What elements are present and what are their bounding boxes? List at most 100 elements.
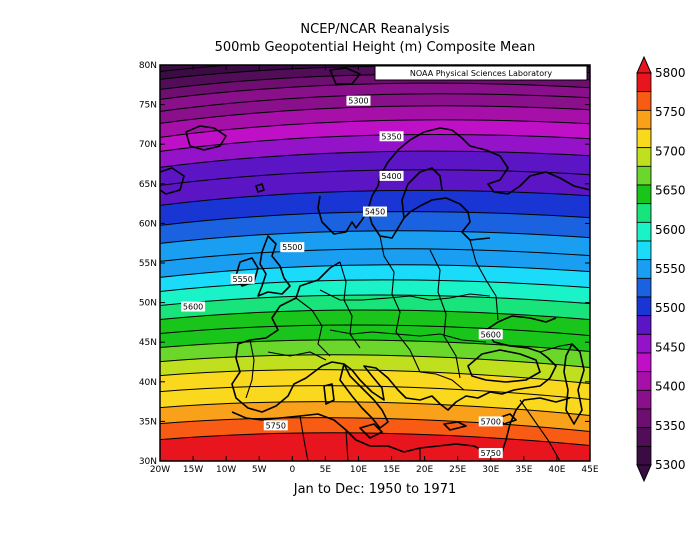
colorbar-label: 5500: [655, 301, 686, 315]
lat-tick-label: 35N: [139, 417, 157, 427]
lat-tick-label: 45N: [139, 338, 157, 348]
contour-label: 5550: [233, 275, 253, 284]
colorbar-label: 5750: [655, 105, 686, 119]
lon-tick-label: 10W: [216, 465, 236, 475]
lon-tick-label: 35E: [515, 465, 532, 475]
contour-band: [160, 248, 590, 278]
lat-tick-label: 75N: [139, 101, 157, 111]
contour-band: [160, 339, 590, 368]
contour-band: [160, 279, 590, 306]
lat-tick-label: 70N: [139, 140, 157, 150]
border-7: [469, 239, 499, 321]
colorbar-bottom-arrow: [636, 464, 652, 483]
contour-band: [160, 369, 590, 400]
contour-band: [160, 93, 590, 124]
contour-band: [160, 310, 590, 336]
contour-line: [160, 82, 590, 100]
coastline-levant: [499, 397, 571, 459]
contour-line: [160, 294, 590, 306]
lon-tick-label: 45E: [581, 465, 598, 475]
contour-line: [160, 354, 590, 369]
colorbar: 5800 5750 5700 5650 5600 5550 5500 5450 5400 5350…: [636, 55, 686, 483]
border-5: [329, 329, 487, 343]
colorbar-segment: [636, 203, 652, 223]
coastline-svalbard: [329, 67, 361, 85]
coastline-baltic: [367, 197, 491, 241]
contour-label-box: [478, 329, 503, 340]
contour-label-box: [478, 416, 503, 427]
colorbar-segment: [636, 296, 652, 317]
lon-tick-label: 15W: [183, 465, 203, 475]
border-4: [319, 289, 491, 301]
contour-line: [160, 248, 590, 262]
colorbar-segment: [636, 259, 652, 279]
coastline-gulf-bothnia: [401, 167, 443, 219]
colorbar-label: 5400: [655, 380, 686, 394]
contour-band: [160, 105, 590, 138]
contour-band: [160, 151, 590, 186]
contour-line: [160, 119, 590, 138]
axis-ticks: 20W 15W 10W 5W 0 5E 10E 15E 20E 25E 30E 35E 40E 45E 30…: [139, 61, 599, 475]
contour-line: [160, 309, 590, 321]
contour-label: 5700: [481, 417, 501, 426]
contour-label: 5400: [381, 172, 401, 181]
lon-tick-label: 15E: [383, 465, 400, 475]
coastline-black-sea: [467, 349, 541, 383]
colorbar-label: 5450: [655, 340, 686, 354]
colorbar-segment: [636, 427, 652, 447]
coastline-greenland: [160, 167, 185, 195]
contour-band: [160, 65, 590, 80]
colorbar-segment: [636, 240, 652, 261]
coastline-north-africa: [231, 411, 501, 459]
contour-line: [160, 401, 590, 417]
colorbar-segment: [636, 128, 652, 149]
colorbar-segment: [636, 147, 652, 167]
lat-tick-label: 30N: [139, 457, 157, 467]
contour-band: [160, 294, 590, 320]
contour-band: [160, 74, 590, 100]
lon-tick-label: 10E: [350, 465, 367, 475]
colorbar-segment: [636, 371, 652, 391]
border-15: [539, 343, 573, 353]
credit-box: NOAA Physical Sciences Laboratory: [374, 65, 588, 81]
lon-tick-label: 25E: [449, 465, 466, 475]
coastline-kola: [469, 145, 590, 195]
colorbar-label: 5300: [655, 458, 686, 472]
border-2: [339, 261, 361, 349]
contour-label: 5450: [365, 208, 385, 217]
contour-label-box: [379, 170, 404, 181]
contour-line: [160, 133, 590, 152]
contour-line: [160, 230, 590, 244]
colorbar-segment: [636, 109, 652, 130]
contour-line: [160, 324, 590, 337]
credit-label: NOAA Physical Sciences Laboratory: [410, 69, 553, 78]
border-6: [429, 249, 461, 379]
contour-label-box: [263, 420, 288, 431]
contour-label: 5600: [183, 303, 203, 312]
colorbar-segment: [636, 445, 652, 466]
contour-line: [160, 65, 590, 72]
colorbar-segment: [636, 165, 652, 186]
contour-band: [160, 83, 590, 112]
contour-label-box: [181, 301, 206, 312]
lon-tick-label: 30E: [482, 465, 499, 475]
colorbar-segment: [636, 221, 652, 242]
colorbar-segment: [636, 184, 652, 205]
coastline-caspian: [563, 343, 585, 425]
lon-tick-label: 5E: [320, 465, 332, 475]
contour-band: [160, 354, 590, 384]
lon-tick-label: 20W: [150, 465, 170, 475]
colorbar-label: 5600: [655, 223, 686, 237]
border-12: [345, 429, 349, 461]
lat-tick-label: 65N: [139, 180, 157, 190]
contour-line: [160, 169, 590, 186]
contour-band: [160, 119, 590, 152]
lat-tick-label: 80N: [139, 61, 157, 71]
contour-label: 5750: [266, 421, 286, 430]
lon-tick-label: 5W: [252, 465, 267, 475]
time-period-label: Jan to Dec: 1950 to 1971: [293, 482, 457, 497]
colorbar-segment: [636, 352, 652, 373]
colorbar-label: 5350: [655, 419, 686, 433]
contour-label-box: [230, 273, 255, 284]
contour-line: [160, 417, 590, 433]
